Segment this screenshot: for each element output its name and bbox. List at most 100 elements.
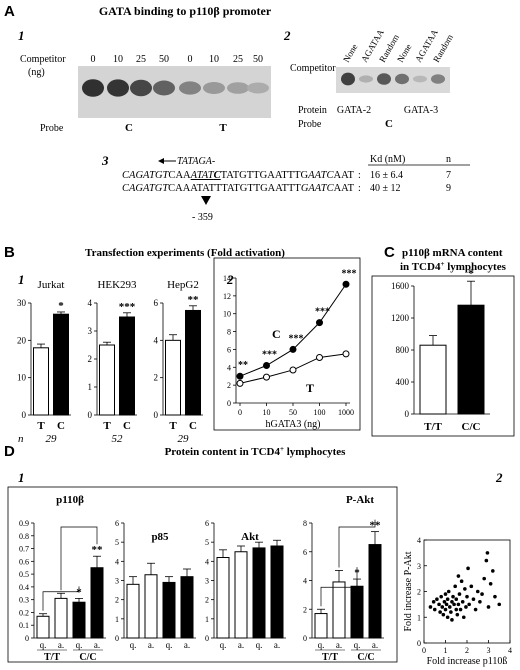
a1-band-6: [227, 82, 249, 94]
d2-point-51: [485, 551, 490, 555]
g-d1-p110-bar-1: [54, 597, 68, 639]
b2-xtick-label-4: 1000: [338, 408, 354, 417]
g-d1-p110-ytick-label-4: 0.4: [19, 583, 29, 592]
g-c-bar-0: [419, 344, 447, 415]
g-b1-hek-ytick-label-2: 2: [88, 354, 93, 364]
a1-gel-bands: [82, 79, 269, 97]
g-d1-akt-bar-1: [234, 551, 248, 639]
d1-p85-chart: 0 1 2 3 4 5 6 q. a. q. a. p85: [115, 519, 196, 650]
g-b1-hek-ytick-label-3: 3: [88, 326, 93, 336]
a1-lane-4: 0: [188, 54, 193, 65]
g-d1-pakt-cat-2: q.: [354, 640, 361, 650]
a2-protein-label: Protein: [298, 105, 327, 116]
b2-series-label-c: C: [272, 327, 281, 341]
d2-point-48: [491, 569, 495, 573]
d2-point-33: [463, 587, 467, 591]
d2-point-5: [438, 610, 442, 614]
g-b1-hepg2-title: HepG2: [167, 279, 199, 291]
b2-series-C-line: [239, 283, 347, 377]
d2-point-34: [464, 605, 468, 609]
g-b1-hepg2-bar-0: [165, 339, 181, 416]
g-b1-jurkat-ytick-label-3: 30: [17, 298, 27, 308]
b2-series-C-point-4: [342, 280, 350, 288]
d2-point-49: [493, 594, 497, 599]
d2-point-6: [439, 594, 444, 599]
a3-seq2-d: AAT: [334, 183, 354, 194]
g-d1-p85-ytick-label-0: 0: [115, 634, 119, 643]
a3-arrow-head: [158, 158, 164, 164]
a2-protein-gata2: GATA-2: [337, 105, 371, 116]
g-b1-hek-ytick-label-4: 4: [88, 298, 93, 308]
d2-xtick-label-1: 1: [444, 646, 448, 655]
g-b1-hepg2-ytick-label-3: 6: [154, 298, 159, 308]
d2-point-42: [478, 600, 482, 604]
g-d1-akt-cat-0: q.: [220, 640, 227, 650]
g-b1-jurkat-n: 29: [46, 433, 58, 445]
d2-point-43: [480, 592, 484, 596]
g-d1-p110-ytick-label-8: 0.8: [19, 532, 29, 541]
g-d1-pakt-ytick-label-2: 4: [303, 577, 307, 586]
g-d1-p110-title: p110β: [56, 494, 84, 506]
b2-ytick-label-2: 4: [227, 363, 231, 372]
a3-arrow-seq: TATAGA-: [177, 156, 215, 167]
g-c-ytick-label-4: 1600: [391, 281, 410, 291]
a1-band-1: [107, 79, 129, 97]
b2-sig-3: ***: [315, 307, 330, 318]
a3-seq1: CAGATGT CAAATATCTATGTTGAATTTG AATCAAT: [122, 170, 354, 181]
g-d1-pakt-bar-0: [314, 613, 328, 639]
b2-xtick-label-0: 0: [238, 408, 242, 417]
d2-point-8: [441, 612, 446, 617]
g-b1-hepg2-ytick-label-1: 2: [154, 373, 159, 383]
a2-band-3: [395, 73, 409, 85]
b2-ytick-label-6: 12: [223, 292, 231, 301]
a2-protein-gata3: GATA-3: [404, 105, 438, 116]
g-d1-akt-bar-0: [216, 557, 230, 639]
g-b1-hepg2-cat-0: T: [169, 420, 177, 432]
g-b1-hek-sig: ***: [119, 301, 136, 313]
d2-point-18: [450, 600, 454, 604]
g-d1-akt-cat-1: a.: [238, 640, 244, 650]
g-d1-p110-bracket-1: [60, 526, 98, 591]
g-d1-p85-cat-3: a.: [184, 640, 190, 650]
g-b1-hek-cat-1: C: [123, 420, 131, 432]
g-d1-akt-ytick-label-0: 0: [205, 634, 209, 643]
g-c-ytick-label-1: 400: [396, 377, 410, 387]
b2-sig-4: ***: [342, 268, 357, 279]
a3-seq1-d: C: [214, 170, 221, 181]
d2-point-38: [469, 584, 474, 589]
d2-point-1: [431, 600, 436, 604]
g-d1-pakt-bar-2: [350, 585, 364, 639]
g-b1-hepg2-ytick-label-0: 0: [154, 410, 159, 420]
g-d1-p110-ytick-label-0: 0: [25, 634, 29, 643]
d2-ytick-label-4: 4: [417, 536, 421, 545]
panel-d-title: Protein content in TCD4+ lymphocytes: [165, 445, 347, 458]
a3-position-triangle: [201, 196, 211, 205]
g-b1-jurkat-cat-0: T: [37, 420, 45, 432]
d2-point-28: [457, 592, 462, 596]
a2-band-5: [431, 74, 445, 84]
g-d1-p110-cat-1: a.: [58, 640, 64, 650]
a3-seq2-c: GAATC: [301, 183, 334, 194]
g-d1-p85-title: p85: [151, 531, 169, 543]
a3-colon-2: :: [358, 183, 361, 194]
g-d1-pakt-bar-3: [368, 544, 382, 639]
b2-xtick-label-3: 100: [314, 408, 326, 417]
g-b1-hek-bar-0: [99, 344, 115, 416]
d2-xtick-label-3: 3: [487, 646, 491, 655]
d2-point-19: [450, 618, 454, 622]
d2-point-45: [484, 558, 489, 563]
g-b1-hek-cat-0: T: [103, 420, 111, 432]
g-d1-p85-ytick-label-2: 2: [115, 596, 119, 605]
g-d1-akt-ytick-label-6: 6: [205, 519, 209, 528]
a2-lane-0: None: [341, 42, 359, 64]
g-c-cat-1: C/C: [462, 421, 481, 433]
g-d1-p110-bar-2: [72, 601, 86, 639]
a3-seq1-e: TATGTTGAATTTG: [221, 170, 308, 181]
a1-probe-c: C: [125, 122, 133, 134]
a1-lane-2: 25: [136, 54, 146, 65]
g-d1-pakt-bar-1: [332, 581, 346, 639]
panel-b-letter: B: [4, 244, 15, 261]
d1-frame: [7, 486, 398, 663]
g-d1-akt-ytick-label-1: 1: [205, 615, 209, 624]
